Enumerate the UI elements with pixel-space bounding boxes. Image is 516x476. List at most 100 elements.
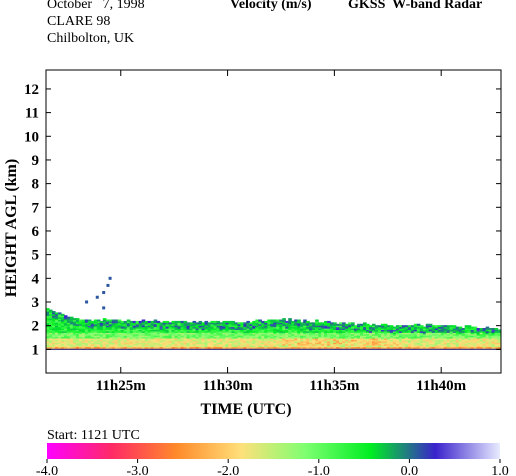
echo-cell	[351, 325, 355, 328]
echo-cell	[225, 328, 230, 331]
echo-cell	[237, 322, 241, 325]
echo-cell	[108, 323, 113, 326]
echo-cell	[285, 332, 289, 335]
echo-cell	[150, 346, 155, 349]
echo-cell	[339, 326, 343, 329]
echo-cell	[123, 328, 128, 331]
echo-cell	[282, 342, 286, 345]
echo-cell	[371, 333, 376, 336]
echo-cell	[237, 333, 241, 336]
echo-cell	[135, 332, 140, 335]
echo-cell	[126, 339, 131, 342]
echo-cell	[51, 316, 56, 319]
echo-cell	[416, 335, 421, 338]
echo-cell	[360, 343, 364, 346]
echo-cell	[276, 340, 280, 343]
echo-cell	[380, 345, 385, 348]
echo-cell	[443, 326, 448, 329]
echo-cell	[96, 346, 101, 349]
echo-cell	[395, 332, 400, 335]
echo-cell	[234, 336, 238, 339]
echo-cell	[464, 346, 469, 349]
echo-cell	[357, 337, 361, 340]
echo-cell	[105, 339, 110, 342]
echo-cell	[138, 325, 143, 328]
echo-cell	[482, 329, 487, 332]
echo-cell	[285, 335, 289, 338]
echo-cell	[174, 326, 179, 329]
echo-cell	[186, 339, 191, 342]
echo-cell	[249, 329, 253, 332]
echo-cell	[443, 329, 448, 332]
echo-cell	[315, 340, 319, 343]
echo-cell	[309, 336, 313, 339]
echo-cell	[216, 330, 221, 333]
echo-cell	[75, 319, 80, 322]
echo-cell	[449, 340, 454, 343]
echo-cell	[321, 333, 325, 336]
echo-cell	[309, 333, 313, 336]
echo-cell	[410, 333, 415, 336]
echo-cell	[345, 336, 349, 339]
echo-cell	[132, 337, 137, 340]
echo-cell	[90, 345, 95, 348]
echo-cell	[297, 333, 301, 336]
echo-cell	[455, 337, 460, 340]
echo-cell	[407, 328, 412, 331]
echo-cell	[201, 340, 206, 343]
echo-cell	[309, 325, 313, 328]
echo-cell	[336, 328, 340, 331]
echo-cell	[81, 320, 86, 323]
echo-cell	[93, 323, 98, 326]
echo-cell	[192, 320, 197, 323]
echo-cell	[141, 333, 146, 336]
echo-cell	[147, 335, 152, 338]
echo-cell	[297, 336, 301, 339]
echo-cell	[380, 333, 385, 336]
echo-cell	[395, 337, 400, 340]
echo-cell	[153, 320, 158, 323]
echo-cell	[219, 343, 224, 346]
echo-cell	[386, 326, 391, 329]
echo-cell	[389, 336, 394, 339]
echo-cell	[129, 337, 134, 340]
echo-cell	[318, 335, 322, 338]
echo-cell	[216, 343, 221, 346]
echo-cell	[90, 340, 95, 343]
echo-cell	[428, 342, 433, 345]
echo-cell	[63, 340, 68, 343]
echo-cell	[386, 339, 391, 342]
echo-cell	[407, 336, 412, 339]
echo-cell	[410, 335, 415, 338]
echo-cell	[192, 332, 197, 335]
echo-cell	[81, 337, 86, 340]
echo-cell	[213, 329, 218, 332]
echo-cell	[57, 346, 62, 349]
echo-cell	[345, 330, 349, 333]
echo-cell	[395, 328, 400, 331]
echo-cell	[123, 335, 128, 338]
echo-cell	[276, 337, 280, 340]
echo-cell	[491, 336, 496, 339]
echo-cell	[162, 337, 167, 340]
echo-cell	[237, 345, 241, 348]
echo-cell	[219, 335, 224, 338]
echo-cell	[156, 333, 161, 336]
echo-cell	[237, 330, 241, 333]
echo-cell	[231, 345, 236, 348]
echo-cell	[255, 343, 259, 346]
echo-cell	[273, 342, 277, 345]
echo-cell	[276, 326, 280, 329]
echo-cell	[303, 339, 307, 342]
echo-cell	[291, 330, 295, 333]
echo-cell	[303, 330, 307, 333]
echo-cell	[351, 326, 355, 329]
echo-cell	[282, 318, 286, 321]
echo-cell	[93, 320, 98, 323]
echo-cell	[123, 345, 128, 348]
echo-cell	[351, 346, 355, 349]
echo-cell	[422, 333, 427, 336]
echo-cell	[285, 323, 289, 326]
echo-cell	[207, 345, 212, 348]
echo-cell	[105, 336, 110, 339]
